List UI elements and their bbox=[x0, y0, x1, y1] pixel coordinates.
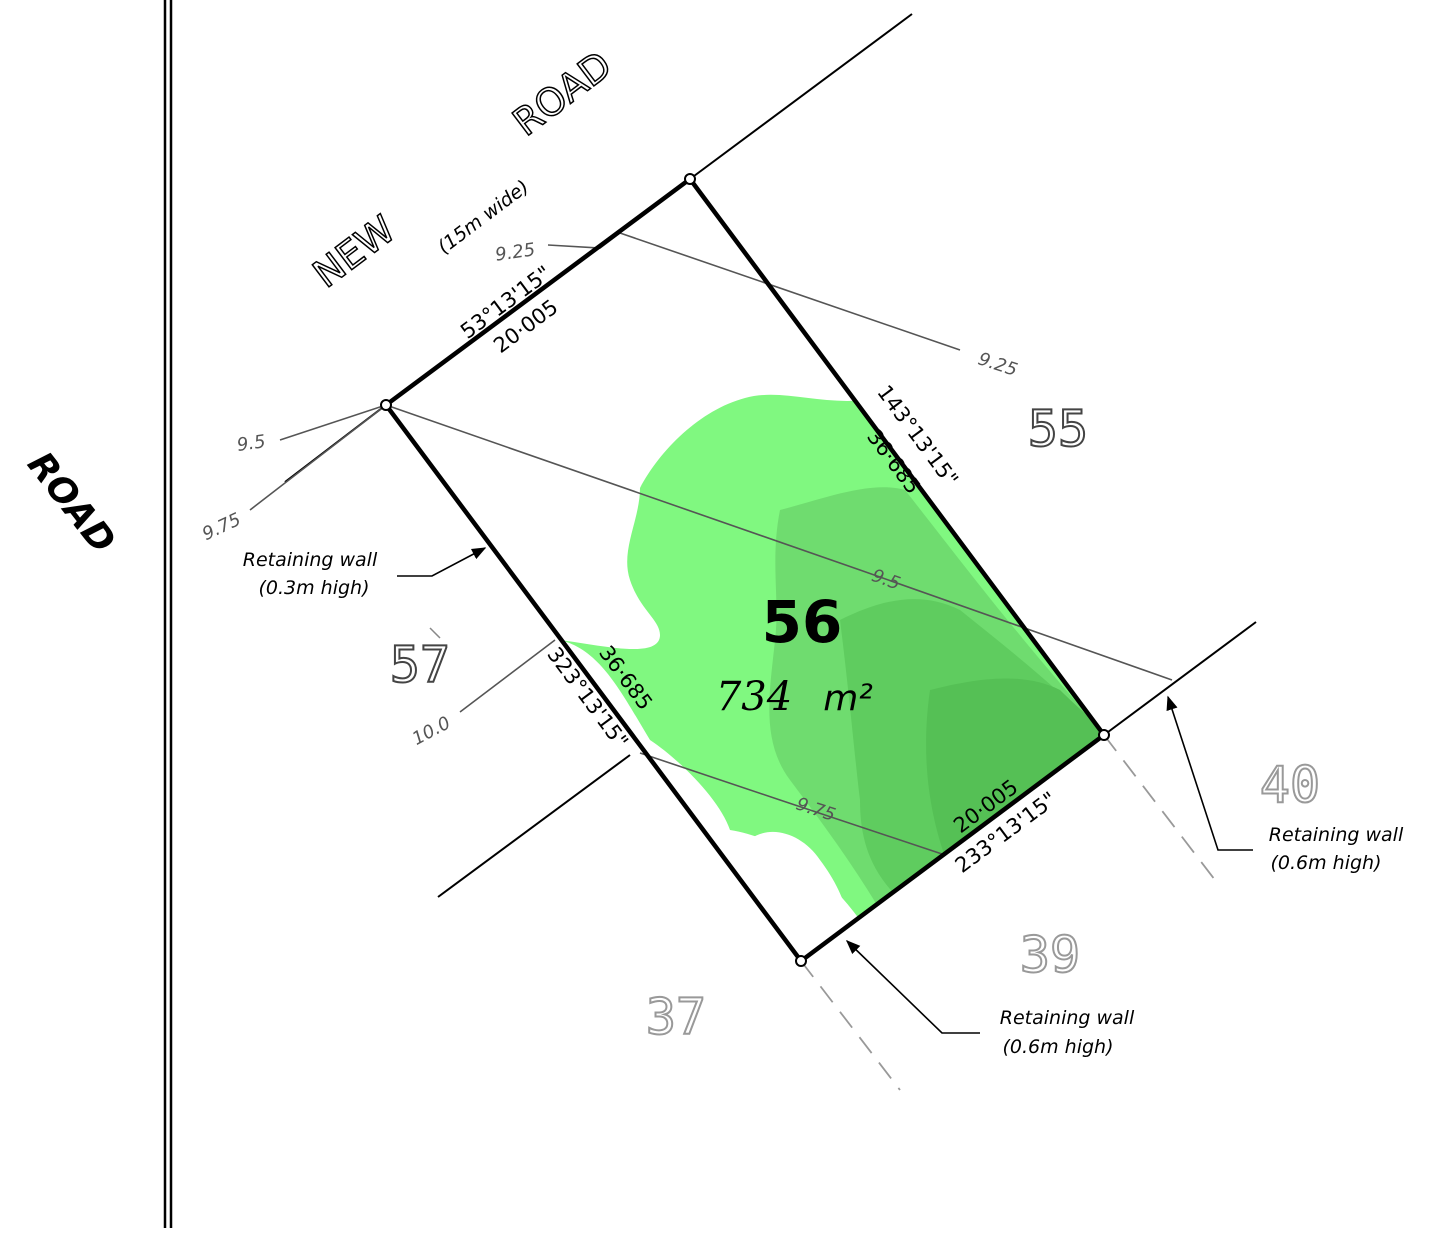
lot-57-number: 57 bbox=[390, 636, 450, 694]
lot-56-area: 734 m² bbox=[716, 674, 873, 720]
contour-label-9.75-left: 9.75 bbox=[199, 509, 244, 545]
contour-9.75 bbox=[639, 752, 946, 856]
retaining-wall-west-line1: Retaining wall bbox=[243, 549, 378, 571]
corner-marker-west bbox=[380, 399, 392, 411]
new-road-word-road: ROAD bbox=[505, 43, 620, 145]
contour-9.5 bbox=[385, 404, 1173, 681]
lot-40-number: 40 bbox=[1260, 756, 1320, 814]
corner-markers bbox=[380, 173, 1110, 967]
retaining-wall-east-line1: Retaining wall bbox=[1269, 824, 1404, 846]
leader-bottom bbox=[845, 939, 980, 1034]
dashed-extension-lines bbox=[800, 734, 1216, 1091]
retaining-wall-bottom-line1: Retaining wall bbox=[1000, 1007, 1135, 1029]
retaining-wall-east-line2: (0.6m high) bbox=[1270, 852, 1381, 874]
lot-56-area-value: 734 bbox=[716, 674, 792, 720]
lot-56-number: 56 bbox=[762, 588, 843, 656]
contour-label-9.25-right: 9.25 bbox=[975, 349, 1020, 381]
contour-label-9.5-left: 9.5 bbox=[236, 431, 267, 456]
road-edge-lines bbox=[163, 0, 173, 1228]
leader-west bbox=[397, 547, 487, 577]
contour-label-10.0: 10.0 bbox=[409, 712, 454, 749]
contour-9.25 bbox=[547, 232, 961, 351]
lot-39-number: 39 bbox=[1020, 926, 1080, 984]
contour-9.75-left bbox=[249, 404, 387, 511]
corner-marker-south bbox=[795, 955, 807, 967]
contour-9.5-left bbox=[279, 404, 387, 441]
corner-marker-north bbox=[684, 173, 696, 185]
retaining-wall-west-line2: (0.3m high) bbox=[258, 577, 369, 599]
contour-label-9.25-left: 9.25 bbox=[494, 239, 537, 265]
leader-east bbox=[1166, 695, 1253, 851]
corner-marker-east bbox=[1098, 729, 1110, 741]
lot-55-number: 55 bbox=[1028, 400, 1088, 458]
retaining-wall-leaders bbox=[397, 547, 1253, 1034]
lot-56-area-unit: m² bbox=[823, 678, 873, 719]
contour-10.0 bbox=[459, 639, 556, 713]
retaining-wall-bottom-line2: (0.6m high) bbox=[1002, 1036, 1113, 1058]
fill-area bbox=[560, 394, 1104, 960]
road-tick-mark bbox=[429, 627, 441, 639]
new-road-word-new: NEW bbox=[305, 207, 403, 296]
lot-37-number: 37 bbox=[646, 988, 706, 1046]
road-label: ROAD bbox=[19, 445, 123, 562]
